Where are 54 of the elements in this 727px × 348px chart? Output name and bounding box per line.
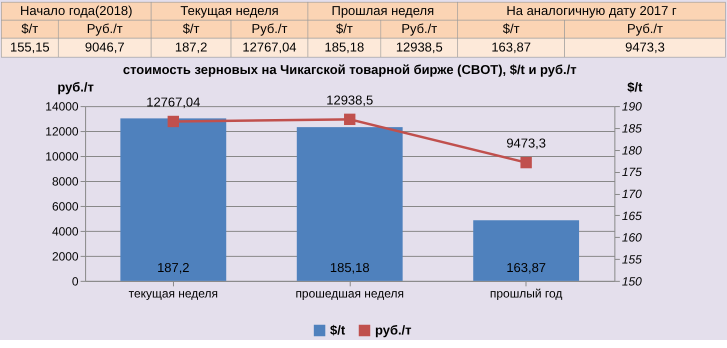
y-tick-label: 14000 — [45, 100, 79, 114]
y-tick-label: 0 — [72, 274, 79, 288]
y2-tick-label: 180 — [622, 143, 642, 158]
y2-tick-label: 155 — [622, 252, 642, 266]
y2-tick-label: 165 — [622, 208, 642, 223]
text: Руб./т — [627, 21, 663, 36]
text: $/т — [336, 21, 353, 36]
legend-label: $/t — [330, 322, 346, 338]
text: $/т — [21, 21, 38, 36]
text: 187,2 — [174, 40, 208, 55]
text: 185,18 — [324, 40, 364, 55]
text: Начало года(2018) — [20, 3, 132, 18]
y2-tick-label: 150 — [622, 274, 642, 288]
y2-axis-title: $/t — [627, 80, 644, 95]
x-tick-label: текущая неделя — [128, 286, 218, 300]
y2-tick-label: 175 — [622, 165, 642, 180]
data-label: 12767,04 — [146, 94, 200, 110]
text: 163,87 — [491, 40, 531, 55]
y-tick-label: 10000 — [45, 150, 79, 164]
text: 9473,3 — [625, 40, 665, 55]
data-label: 12938,5 — [326, 92, 374, 108]
text: Руб./т — [252, 21, 288, 36]
y-tick-label: 6000 — [52, 199, 79, 214]
y-tick-label: 2000 — [52, 249, 79, 264]
text: Руб./т — [401, 21, 438, 36]
chart-title: стоимость зерновых на Чикагской товарной бирже (CBOT), $/t и руб./т — [122, 62, 577, 78]
y-tick-label: 12000 — [45, 124, 79, 139]
y2-tick-label: 160 — [622, 230, 642, 245]
point — [168, 116, 179, 128]
text: Текущая неделя — [180, 3, 279, 18]
data-label: 185,18 — [330, 260, 370, 275]
data-label: 9473,3 — [506, 136, 546, 151]
y-tick-label: 4000 — [52, 224, 79, 238]
data-label: 187,2 — [157, 260, 190, 275]
y-tick-label: 8000 — [52, 174, 79, 188]
text: $/т — [182, 21, 200, 36]
text: $/т — [502, 21, 520, 36]
point — [520, 156, 532, 168]
text: На аналогичную дату 2017 г — [506, 3, 677, 18]
x-tick-label: прошлый год — [490, 286, 562, 300]
y2-tick-label: 190 — [622, 100, 642, 114]
y2-tick-label: 185 — [622, 121, 642, 136]
legend-label: руб./т — [374, 322, 412, 338]
text: 12767,04 — [242, 40, 297, 55]
text: 9046,7 — [84, 40, 125, 55]
y2-tick-label: 170 — [622, 186, 642, 201]
text: Прошлая неделя — [332, 3, 434, 18]
text: 12938,5 — [396, 40, 443, 55]
y-axis-title: руб./т — [57, 80, 94, 95]
x-tick-label: прошедшая неделя — [295, 286, 404, 300]
point — [344, 114, 356, 126]
text: 155,15 — [10, 40, 50, 55]
data-label: 163,87 — [506, 260, 546, 275]
text: Руб./т — [86, 21, 123, 36]
